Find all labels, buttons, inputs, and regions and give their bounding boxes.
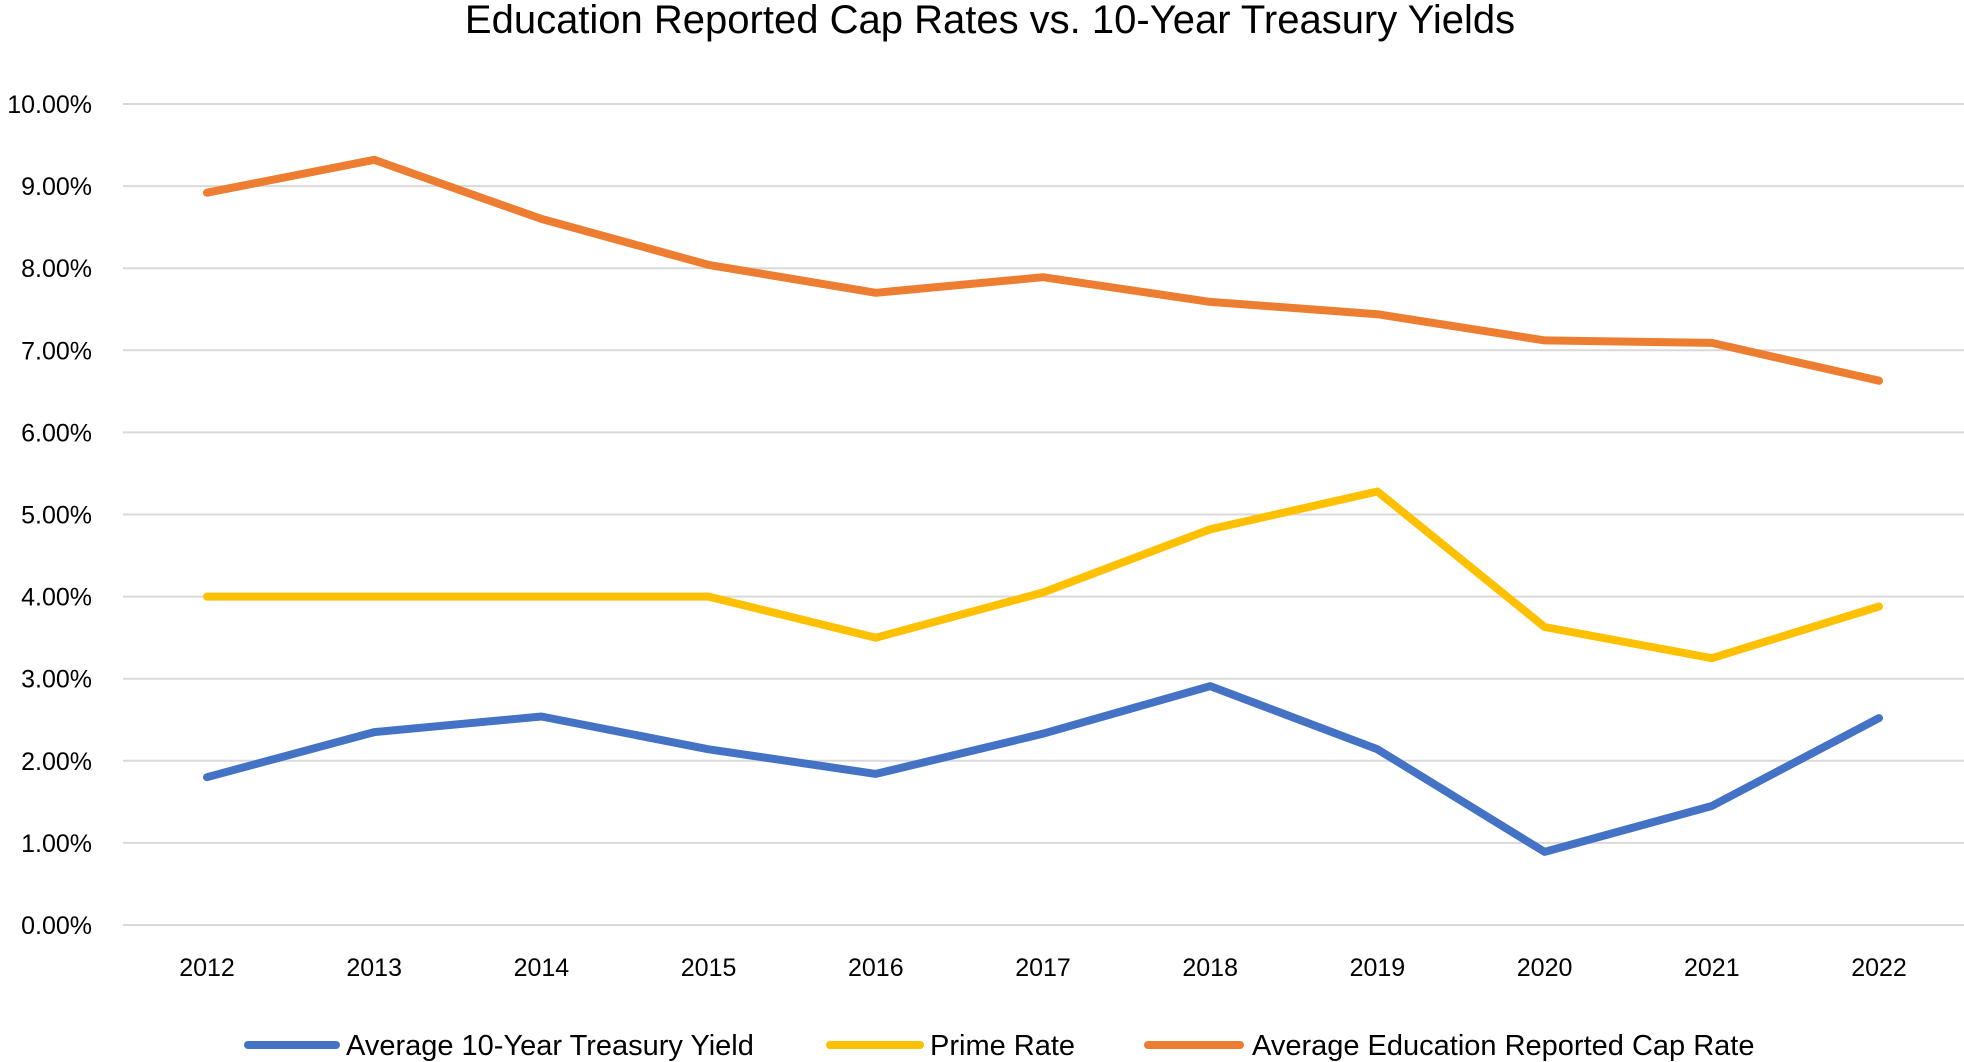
legend-entry: Average Education Reported Cap Rate [1144, 1030, 1754, 1062]
legend-label: Prime Rate [930, 1030, 1075, 1062]
x-tick-label: 2013 [346, 954, 402, 982]
y-tick-label: 0.00% [21, 912, 92, 940]
x-tick-label: 2016 [848, 954, 904, 982]
y-tick-label: 3.00% [21, 666, 92, 694]
y-axis-tick-labels: 0.00% 1.00% 2.00% 3.00% 4.00% 5.00% 6.00% 7.00%… [7, 91, 92, 940]
series-line-1 [203, 682, 1883, 856]
gridlines [123, 103, 1964, 926]
legend-entry: Prime Rate [826, 1030, 1075, 1062]
legend: Average 10-Year Treasury Yield Prime Rate… [244, 1030, 1754, 1062]
y-tick-label: 10.00% [7, 91, 92, 119]
y-tick-label: 5.00% [21, 502, 92, 530]
x-tick-label: 2021 [1684, 954, 1740, 982]
x-tick-label: 2014 [514, 954, 570, 982]
y-tick-label: 2.00% [21, 748, 92, 776]
x-tick-label: 2015 [681, 954, 737, 982]
chart-title: Education Reported Cap Rates vs. 10-Year… [465, 0, 1515, 42]
x-tick-label: 2022 [1851, 954, 1907, 982]
series-line-2 [203, 487, 1883, 663]
y-tick-label: 1.00% [21, 830, 92, 858]
legend-label: Average 10-Year Treasury Yield [346, 1030, 754, 1062]
x-tick-label: 2017 [1015, 954, 1071, 982]
x-tick-label: 2019 [1350, 954, 1406, 982]
legend-entry: Average 10-Year Treasury Yield [244, 1030, 754, 1062]
y-tick-label: 6.00% [21, 419, 92, 447]
x-axis-tick-labels: 2012 2013 2014 2015 2016 2017 2018 2019 2020 2021… [179, 954, 1907, 982]
x-tick-label: 2012 [179, 954, 235, 982]
y-tick-label: 8.00% [21, 255, 92, 283]
x-tick-label: 2020 [1517, 954, 1573, 982]
y-tick-label: 9.00% [21, 173, 92, 201]
series-line-3 [203, 155, 1883, 385]
series-lines [203, 155, 1883, 856]
legend-label: Average Education Reported Cap Rate [1252, 1030, 1754, 1062]
y-tick-label: 7.00% [21, 337, 92, 365]
x-tick-label: 2018 [1182, 954, 1238, 982]
y-tick-label: 4.00% [21, 584, 92, 612]
